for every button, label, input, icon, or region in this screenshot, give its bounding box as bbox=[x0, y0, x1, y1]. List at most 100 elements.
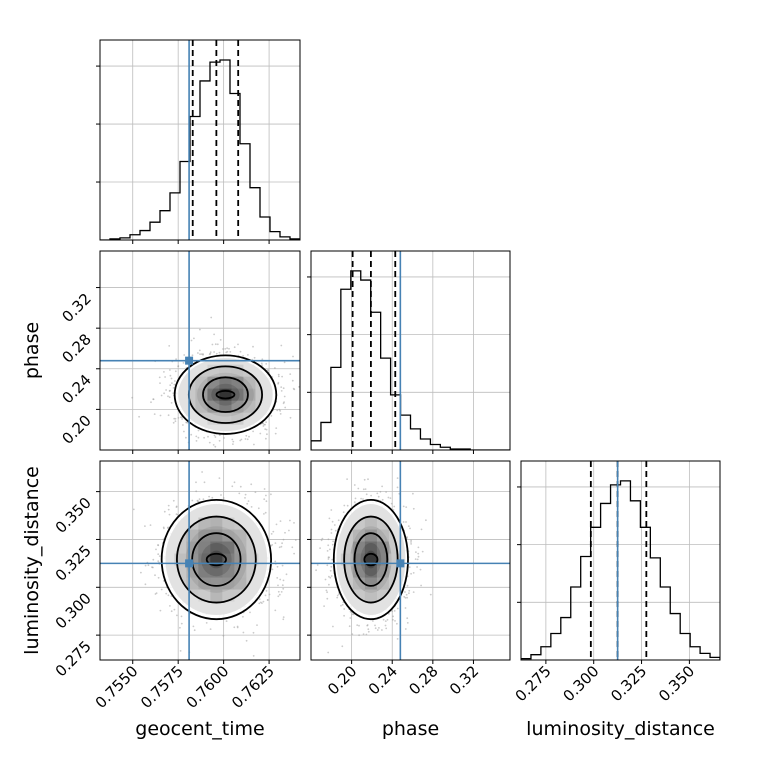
scatter-point bbox=[408, 566, 411, 568]
scatter-point bbox=[152, 566, 154, 569]
scatter-point bbox=[276, 577, 279, 579]
scatter-point bbox=[315, 569, 317, 572]
density-block bbox=[243, 388, 256, 401]
scatter-point bbox=[402, 521, 405, 523]
density-block bbox=[364, 589, 377, 602]
scatter-point bbox=[249, 611, 251, 614]
scatter-point bbox=[172, 392, 175, 394]
scatter-point bbox=[429, 593, 432, 596]
scatter-point bbox=[195, 435, 198, 438]
scatter-point bbox=[219, 339, 222, 341]
scatter-point bbox=[389, 497, 392, 499]
scatter-point bbox=[281, 542, 283, 545]
scatter-point bbox=[197, 352, 199, 354]
scatter-point bbox=[386, 618, 389, 621]
y-tick-label-phase: 0.24 bbox=[58, 371, 94, 407]
scatter-point bbox=[225, 620, 228, 622]
scatter-point bbox=[270, 533, 273, 535]
y-tick-label-phase: 0.20 bbox=[58, 411, 94, 447]
truth-marker bbox=[185, 356, 194, 365]
scatter-point bbox=[282, 616, 285, 618]
scatter-point bbox=[288, 529, 290, 532]
scatter-point bbox=[240, 438, 243, 441]
scatter-point bbox=[293, 552, 295, 555]
scatter-point bbox=[233, 481, 236, 484]
scatter-point bbox=[159, 609, 162, 612]
density-block bbox=[219, 412, 232, 425]
scatter-point bbox=[205, 622, 208, 624]
scatter-point bbox=[159, 414, 162, 417]
x-tick-label-luminosity_distance: 0.325 bbox=[607, 662, 650, 705]
scatter-point bbox=[365, 633, 368, 636]
scatter-point bbox=[327, 556, 330, 559]
scatter-point bbox=[279, 520, 282, 522]
scatter-point bbox=[330, 575, 333, 577]
scatter-point bbox=[216, 343, 219, 346]
y-tick-label-luminosity_distance: 0.275 bbox=[52, 637, 95, 680]
scatter-point bbox=[144, 583, 147, 586]
scatter-point bbox=[384, 624, 387, 627]
y-tick-label-luminosity_distance: 0.325 bbox=[52, 542, 95, 585]
scatter-point bbox=[292, 387, 295, 390]
joint-content bbox=[100, 251, 300, 450]
scatter-point bbox=[215, 352, 218, 355]
scatter-point bbox=[197, 429, 200, 432]
scatter-point bbox=[354, 497, 357, 500]
scatter-point bbox=[173, 417, 176, 420]
scatter-point bbox=[280, 386, 283, 388]
scatter-point bbox=[328, 517, 331, 520]
scatter-point bbox=[214, 445, 217, 448]
scatter-point bbox=[159, 382, 161, 384]
scatter-point bbox=[265, 494, 267, 497]
scatter-point bbox=[351, 633, 354, 635]
scatter-point bbox=[362, 488, 365, 491]
scatter-point bbox=[218, 477, 221, 479]
density-block bbox=[186, 529, 199, 542]
scatter-point bbox=[336, 596, 339, 599]
scatter-point bbox=[356, 624, 359, 626]
density-block bbox=[222, 565, 235, 578]
scatter-point bbox=[374, 624, 376, 627]
scatter-point bbox=[372, 620, 374, 622]
density-block bbox=[210, 589, 223, 602]
scatter-point bbox=[265, 437, 267, 440]
scatter-point bbox=[337, 519, 340, 522]
scatter-point bbox=[246, 438, 249, 441]
scatter-point bbox=[412, 572, 415, 574]
scatter-point bbox=[280, 545, 283, 548]
scatter-point bbox=[163, 527, 165, 530]
scatter-point bbox=[160, 394, 163, 397]
scatter-point bbox=[262, 600, 265, 603]
scatter-point bbox=[233, 626, 236, 629]
density-block bbox=[210, 577, 223, 590]
scatter-point bbox=[381, 498, 384, 501]
scatter-point bbox=[384, 620, 387, 622]
scatter-point bbox=[193, 337, 195, 340]
scatter-point bbox=[320, 539, 323, 542]
scatter-point bbox=[185, 436, 187, 439]
scatter-point bbox=[158, 376, 161, 379]
hist-step-geocent_time bbox=[100, 59, 300, 240]
scatter-point bbox=[163, 510, 166, 513]
scatter-point bbox=[406, 536, 408, 538]
scatter-point bbox=[367, 630, 370, 633]
density-block bbox=[195, 376, 208, 389]
scatter-point bbox=[203, 481, 206, 484]
scatter-point bbox=[412, 507, 415, 510]
scatter-point bbox=[182, 362, 185, 364]
scatter-point bbox=[326, 550, 329, 552]
scatter-point bbox=[274, 367, 276, 369]
scatter-point bbox=[276, 565, 279, 568]
scatter-point bbox=[275, 427, 278, 429]
scatter-point bbox=[228, 347, 230, 350]
scatter-point bbox=[289, 373, 292, 375]
scatter-point bbox=[281, 564, 284, 567]
scatter-point bbox=[171, 382, 173, 384]
scatter-point bbox=[340, 604, 342, 607]
scatter-point bbox=[410, 539, 412, 542]
scatter-point bbox=[365, 493, 368, 496]
density-block bbox=[219, 376, 232, 389]
scatter-point bbox=[327, 538, 330, 541]
scatter-point bbox=[244, 493, 247, 496]
